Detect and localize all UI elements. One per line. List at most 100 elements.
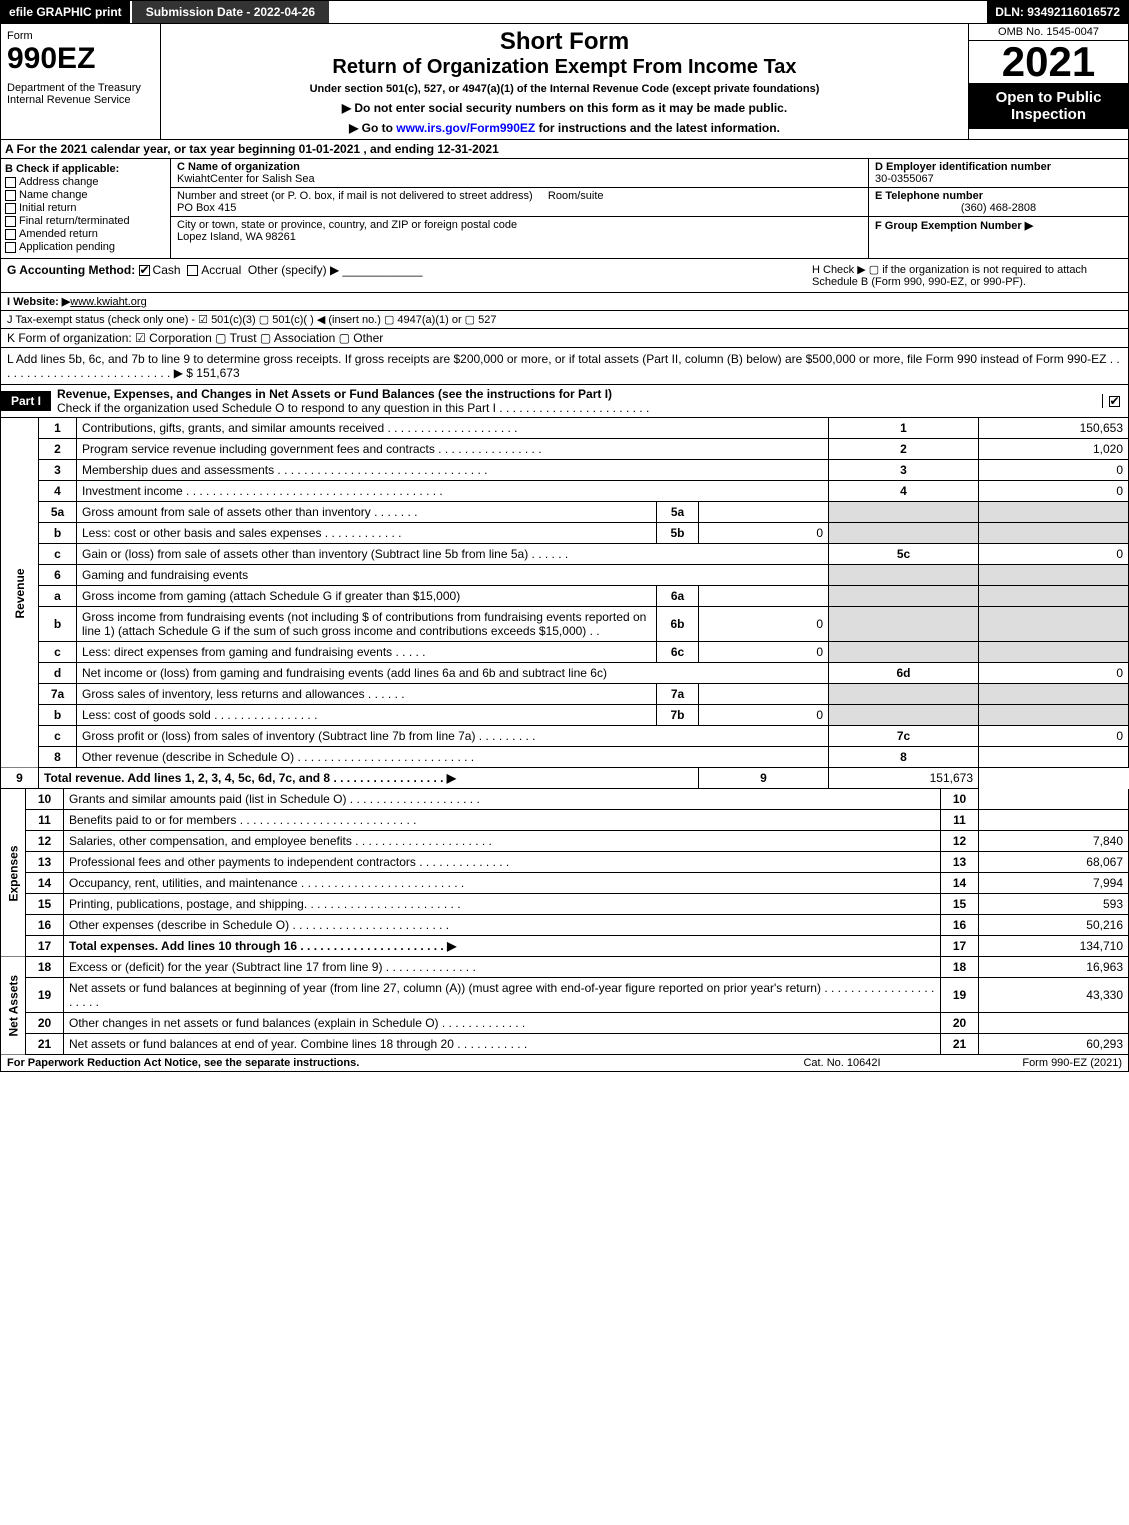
submission-date: Submission Date - 2022-04-26	[132, 1, 329, 23]
line-ref: 6d	[829, 663, 979, 684]
row-l: L Add lines 5b, 6c, and 7b to line 9 to …	[0, 348, 1129, 385]
chk-name[interactable]: Name change	[5, 189, 166, 201]
mini-ref: 6c	[657, 642, 699, 663]
part-i-check[interactable]	[1102, 394, 1128, 408]
line-num: 2	[39, 439, 77, 460]
website-link[interactable]: www.kwiaht.org	[70, 296, 146, 308]
line-text: Net income or (loss) from gaming and fun…	[77, 663, 829, 684]
title: Return of Organization Exempt From Incom…	[165, 56, 964, 79]
line-text: Membership dues and assessments . . . . …	[77, 460, 829, 481]
mini-ref: 7a	[657, 684, 699, 705]
line-num: 7a	[39, 684, 77, 705]
mini-ref: 5b	[657, 523, 699, 544]
note-ssn: ▶ Do not enter social security numbers o…	[165, 101, 964, 115]
mini-ref: 7b	[657, 705, 699, 726]
line-ref: 2	[829, 439, 979, 460]
part-i-title: Revenue, Expenses, and Changes in Net As…	[51, 385, 1102, 417]
line-text: Total revenue. Add lines 1, 2, 3, 4, 5c,…	[39, 768, 699, 789]
line-num: c	[39, 544, 77, 565]
line-num: c	[39, 726, 77, 747]
row-h: H Check ▶ ▢ if the organization is not r…	[812, 263, 1122, 288]
form-number: 990EZ	[7, 42, 154, 76]
line-text: Other revenue (describe in Schedule O) .…	[77, 747, 829, 768]
line-ref: 9	[699, 768, 829, 789]
line-ref: 4	[829, 481, 979, 502]
expenses-side-label: Expenses	[1, 789, 26, 957]
line-num: 8	[39, 747, 77, 768]
paperwork-notice: For Paperwork Reduction Act Notice, see …	[7, 1057, 742, 1069]
line-value: 0	[979, 726, 1129, 747]
top-bar: efile GRAPHIC print Submission Date - 20…	[0, 0, 1129, 24]
chk-pending[interactable]: Application pending	[5, 241, 166, 253]
mini-ref: 6b	[657, 607, 699, 642]
part-i-header: Part I Revenue, Expenses, and Changes in…	[0, 385, 1129, 418]
g-other: Other (specify) ▶	[248, 263, 339, 277]
section-bcd: B Check if applicable: Address change Na…	[0, 159, 1129, 259]
line-num: c	[39, 642, 77, 663]
f-group-lbl: F Group Exemption Number ▶	[875, 220, 1033, 232]
department: Department of the Treasury Internal Reve…	[7, 82, 154, 106]
row-j: J Tax-exempt status (check only one) - ☑…	[0, 311, 1129, 329]
g-label: G Accounting Method:	[7, 263, 135, 277]
efile-label[interactable]: efile GRAPHIC print	[1, 1, 130, 23]
line-text: Contributions, gifts, grants, and simila…	[77, 418, 829, 439]
line-num: b	[39, 523, 77, 544]
line-text: Program service revenue including govern…	[77, 439, 829, 460]
line-text: Gross amount from sale of assets other t…	[77, 502, 657, 523]
c-room-lbl: Room/suite	[548, 190, 604, 202]
line-num: b	[39, 607, 77, 642]
dln: DLN: 93492116016572	[987, 1, 1128, 23]
line-value: 150,653	[979, 418, 1129, 439]
note-goto: ▶ Go to www.irs.gov/Form990EZ for instru…	[165, 121, 964, 135]
section-b: B Check if applicable: Address change Na…	[1, 159, 171, 258]
form-header: Form 990EZ Department of the Treasury In…	[0, 24, 1129, 140]
chk-amended[interactable]: Amended return	[5, 228, 166, 240]
g-accrual-check[interactable]	[187, 265, 198, 276]
line-ref: 3	[829, 460, 979, 481]
chk-address[interactable]: Address change	[5, 176, 166, 188]
line-text: Less: cost of goods sold . . . . . . . .…	[77, 705, 657, 726]
mini-value: 0	[699, 705, 829, 726]
form-word: Form	[7, 30, 154, 42]
g-cash-check[interactable]	[139, 265, 150, 276]
chk-initial[interactable]: Initial return	[5, 202, 166, 214]
form-id: Form 990-EZ (2021)	[942, 1057, 1122, 1069]
line-text: Gross profit or (loss) from sales of inv…	[77, 726, 829, 747]
row-i: I Website: ▶www.kwiaht.org	[0, 293, 1129, 311]
b-title: B Check if applicable:	[5, 163, 119, 175]
line-value: 0	[979, 481, 1129, 502]
line-text: Gross sales of inventory, less returns a…	[77, 684, 657, 705]
line-ref: 5c	[829, 544, 979, 565]
line-text: Less: cost or other basis and sales expe…	[77, 523, 657, 544]
g-accrual: Accrual	[201, 263, 241, 277]
line-text: Gross income from fundraising events (no…	[77, 607, 657, 642]
mini-value	[699, 502, 829, 523]
org-city: Lopez Island, WA 98261	[177, 231, 296, 243]
mini-value: 0	[699, 642, 829, 663]
row-a: A For the 2021 calendar year, or tax yea…	[0, 140, 1129, 159]
goto-prefix: ▶ Go to	[349, 121, 396, 135]
c-street-lbl: Number and street (or P. O. box, if mail…	[177, 190, 533, 202]
section-c: C Name of organizationKwiahtCenter for S…	[171, 159, 868, 258]
line-value: 1,020	[979, 439, 1129, 460]
line-value: 0	[979, 544, 1129, 565]
mini-value	[699, 586, 829, 607]
line-num: b	[39, 705, 77, 726]
line-ref: 7c	[829, 726, 979, 747]
row-gh: G Accounting Method: Cash Accrual Other …	[0, 259, 1129, 293]
line-value	[979, 747, 1129, 768]
e-tel-lbl: E Telephone number	[875, 190, 983, 202]
line-text: Less: direct expenses from gaming and fu…	[77, 642, 657, 663]
line-num: 5a	[39, 502, 77, 523]
ein: 30-0355067	[875, 173, 934, 185]
c-name-lbl: C Name of organization	[177, 161, 300, 173]
line-num: 4	[39, 481, 77, 502]
mini-value: 0	[699, 523, 829, 544]
irs-link[interactable]: www.irs.gov/Form990EZ	[396, 121, 535, 135]
mini-value	[699, 684, 829, 705]
g-cash: Cash	[153, 263, 181, 277]
net-assets-side-label: Net Assets	[1, 957, 26, 1055]
chk-final[interactable]: Final return/terminated	[5, 215, 166, 227]
short-form: Short Form	[165, 28, 964, 56]
line-num: d	[39, 663, 77, 684]
